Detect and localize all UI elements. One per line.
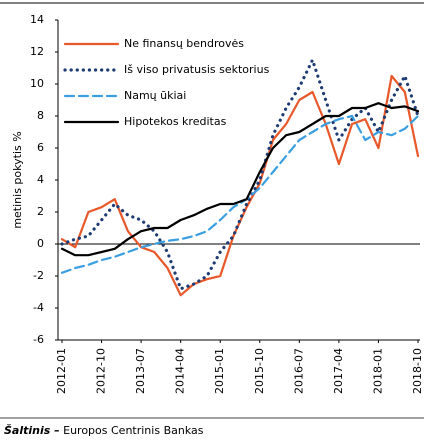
x-tick-label: 2012-10 xyxy=(95,348,108,394)
legend-label: Namų ūkiai xyxy=(124,89,186,102)
y-tick-label: 12 xyxy=(30,45,44,58)
x-tick-label: 2013-07 xyxy=(134,348,147,394)
source: Šaltinis – Europos Centrinis Bankas xyxy=(4,423,204,437)
y-tick-label: -6 xyxy=(33,333,44,346)
x-tick-label: 2015-01 xyxy=(213,348,226,394)
x-tick-label: 2017-04 xyxy=(332,348,345,394)
y-tick-label: 8 xyxy=(37,109,44,122)
y-tick-label: 2 xyxy=(37,205,44,218)
series-line xyxy=(60,114,420,274)
y-axis-label: metinis pokytis % xyxy=(11,131,24,228)
source-label: Šaltinis – xyxy=(4,423,60,437)
x-tick-label: 2016-07 xyxy=(292,348,305,394)
y-tick-label: -2 xyxy=(33,269,44,282)
legend-label: Hipotekos kreditas xyxy=(124,115,227,128)
source-text: Europos Centrinis Bankas xyxy=(63,424,204,437)
x-tick-label: 2015-10 xyxy=(253,348,266,394)
y-tick-label: 10 xyxy=(30,77,44,90)
legend-label: Iš viso privatusis sektorius xyxy=(124,63,270,76)
y-tick-label: 4 xyxy=(37,173,44,186)
y-tick-label: 6 xyxy=(37,141,44,154)
y-tick-label: 0 xyxy=(37,237,44,250)
x-tick-label: 2018-10 xyxy=(411,348,424,394)
y-tick-label: -4 xyxy=(33,301,44,314)
x-tick-label: 2014-04 xyxy=(174,348,187,394)
x-tick-label: 2018-01 xyxy=(371,348,384,394)
series-line xyxy=(60,102,420,257)
y-tick-label: 14 xyxy=(30,13,44,26)
x-tick-label: 2012-01 xyxy=(55,348,68,394)
series-line xyxy=(60,58,420,291)
legend-label: Ne finansų bendrovės xyxy=(124,37,244,50)
